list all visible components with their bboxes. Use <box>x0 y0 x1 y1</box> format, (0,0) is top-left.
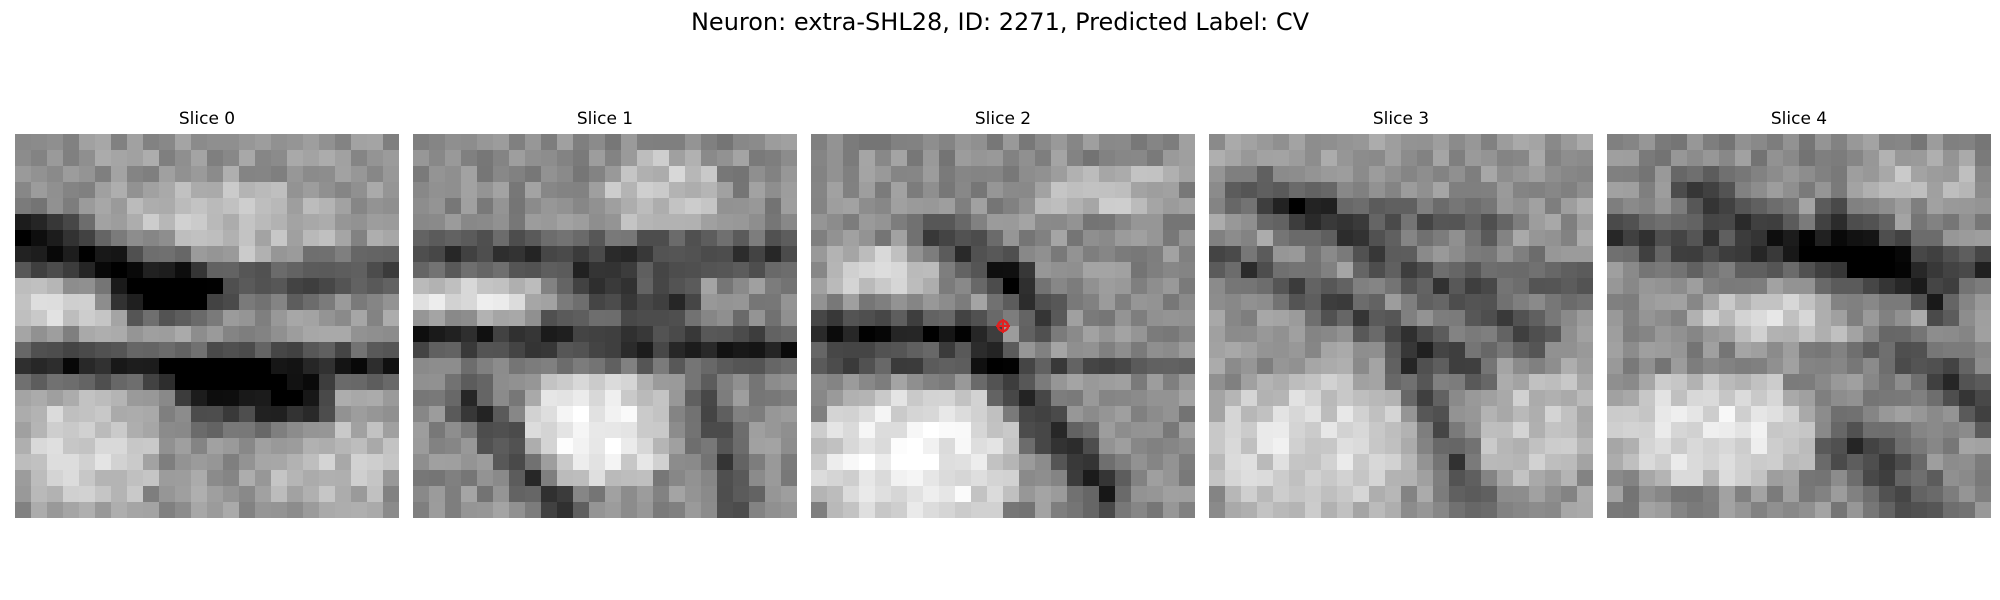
slice-image-3 <box>1209 134 1593 518</box>
slice-image-0 <box>15 134 399 518</box>
slice-title: Slice 0 <box>178 109 236 129</box>
figure-title: Neuron: extra-SHL28, ID: 2271, Predicted… <box>690 8 1310 36</box>
slice-image-1 <box>413 134 797 518</box>
slice-image-4 <box>1607 134 1991 518</box>
slice-title: Slice 4 <box>1770 109 1828 129</box>
slice-title: Slice 3 <box>1372 109 1430 129</box>
slice-image-2 <box>811 134 1195 518</box>
slice-title: Slice 2 <box>974 109 1032 129</box>
slice-title: Slice 1 <box>576 109 634 129</box>
